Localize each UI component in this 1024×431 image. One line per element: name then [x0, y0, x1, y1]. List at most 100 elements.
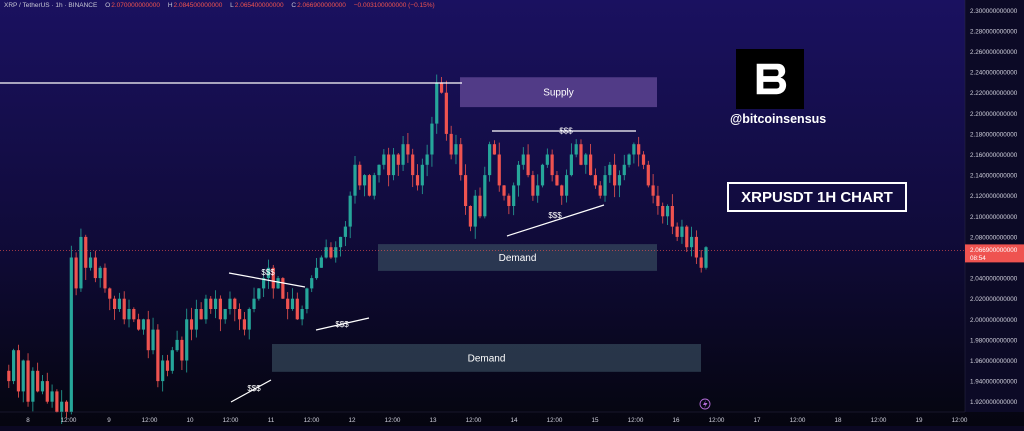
supply-zone[interactable] — [460, 77, 657, 108]
candle-body — [685, 226, 689, 248]
candle-body — [531, 175, 535, 196]
candle-body — [512, 185, 516, 206]
time-tick-label: 18 — [834, 417, 842, 424]
candle-body — [194, 309, 198, 330]
candles-layer — [7, 74, 708, 424]
candle-body — [180, 339, 184, 361]
candle-body — [560, 185, 564, 196]
candle-body — [103, 267, 107, 289]
candle-body — [141, 319, 146, 330]
candle-body — [637, 144, 641, 155]
candle-body — [704, 247, 708, 268]
demand-zone[interactable] — [378, 244, 657, 271]
candle-body — [651, 185, 655, 196]
time-tick-label: 12:00 — [709, 417, 725, 424]
time-tick-label: 12:00 — [952, 417, 968, 424]
candle-body — [36, 370, 40, 392]
candle-body — [550, 154, 554, 176]
price-tick-label: 2.160000000000 — [970, 152, 1018, 159]
candle-body — [156, 329, 160, 382]
candle-body — [574, 144, 578, 155]
candle-body — [613, 164, 617, 186]
candle-body — [334, 247, 338, 258]
candle-body — [290, 298, 295, 309]
candle-body — [12, 350, 16, 382]
price-tick-label: 2.240000000000 — [970, 70, 1018, 77]
price-tick-label: 2.120000000000 — [970, 193, 1018, 200]
candle-body — [146, 319, 150, 351]
candle-body — [84, 236, 88, 268]
low-key: L — [230, 2, 234, 9]
time-tick-label: 12:00 — [547, 417, 563, 424]
open-key: O — [105, 2, 111, 9]
liquidity-label: $$$ — [335, 320, 349, 329]
candle-body — [415, 175, 420, 186]
candle-body — [175, 339, 179, 351]
candle-body — [228, 298, 232, 309]
price-tick-label: 2.140000000000 — [970, 173, 1018, 180]
candle-body — [189, 319, 194, 330]
candle-body — [45, 381, 49, 402]
time-tick-label: 12:00 — [61, 417, 77, 424]
price-tick-label: 2.080000000000 — [970, 234, 1018, 241]
candle-body — [324, 247, 328, 258]
candle-body — [31, 370, 35, 402]
liquidity-line[interactable] — [315, 317, 370, 331]
candle-body — [468, 206, 472, 227]
liquidity-line[interactable] — [230, 379, 272, 403]
candle-body — [266, 267, 271, 279]
candle-body — [521, 154, 525, 165]
time-tick-label: 19 — [915, 417, 923, 424]
candle-body — [314, 267, 319, 279]
candle-body — [338, 236, 343, 248]
drawings-layer: $$$ $$$ $$$ $$$ $$$ — [0, 82, 965, 403]
candle-body — [689, 236, 694, 248]
candle-body — [21, 360, 25, 392]
demand-zone-label: Demand — [499, 253, 537, 264]
time-tick-label: 12:00 — [142, 417, 158, 424]
candle-body — [569, 154, 573, 176]
candle-body — [74, 257, 78, 289]
price-tick-label: 2.280000000000 — [970, 28, 1018, 35]
candle-body — [444, 92, 448, 134]
time-tick-label: 10 — [186, 417, 194, 424]
candle-body — [584, 154, 588, 165]
candle-body — [656, 195, 660, 206]
candle-body — [516, 164, 521, 186]
candle-body — [185, 319, 189, 361]
candle-body — [598, 185, 602, 196]
demand-zone[interactable] — [272, 344, 701, 372]
time-tick-label: 15 — [591, 417, 599, 424]
candle-body — [401, 144, 405, 165]
candle-body — [396, 154, 400, 165]
candle-body — [665, 206, 670, 217]
liquidity-line[interactable] — [228, 272, 306, 288]
symbol-label[interactable]: XRP / TetherUS · 1h · BINANCE — [4, 2, 98, 9]
current-price-value: 2.066900000000 — [970, 247, 1018, 254]
candle-body — [675, 226, 679, 237]
candle-body — [218, 298, 222, 320]
time-tick-label: 13 — [429, 417, 437, 424]
time-tick-label: 12:00 — [223, 417, 239, 424]
liquidity-line[interactable] — [506, 204, 605, 237]
candle-body — [238, 309, 242, 320]
lightning-icon[interactable] — [699, 398, 711, 410]
candle-body — [295, 298, 299, 320]
price-axis-panel — [965, 0, 1024, 412]
candle-body — [593, 175, 598, 186]
candle-body — [69, 257, 73, 412]
candle-body — [670, 206, 674, 227]
time-tick-label: 12:00 — [466, 417, 482, 424]
candle-body — [497, 154, 501, 186]
time-tick-label: 12:00 — [628, 417, 644, 424]
candle-body — [425, 154, 429, 165]
candle-body — [199, 309, 203, 320]
candle-body — [492, 144, 497, 155]
ohlc-legend: XRP / TetherUS · 1h · BINANCE O2.0700000… — [4, 2, 441, 9]
candle-body — [242, 319, 247, 330]
candle-body — [60, 401, 64, 412]
candle-body — [40, 381, 45, 392]
candle-body — [367, 175, 372, 196]
